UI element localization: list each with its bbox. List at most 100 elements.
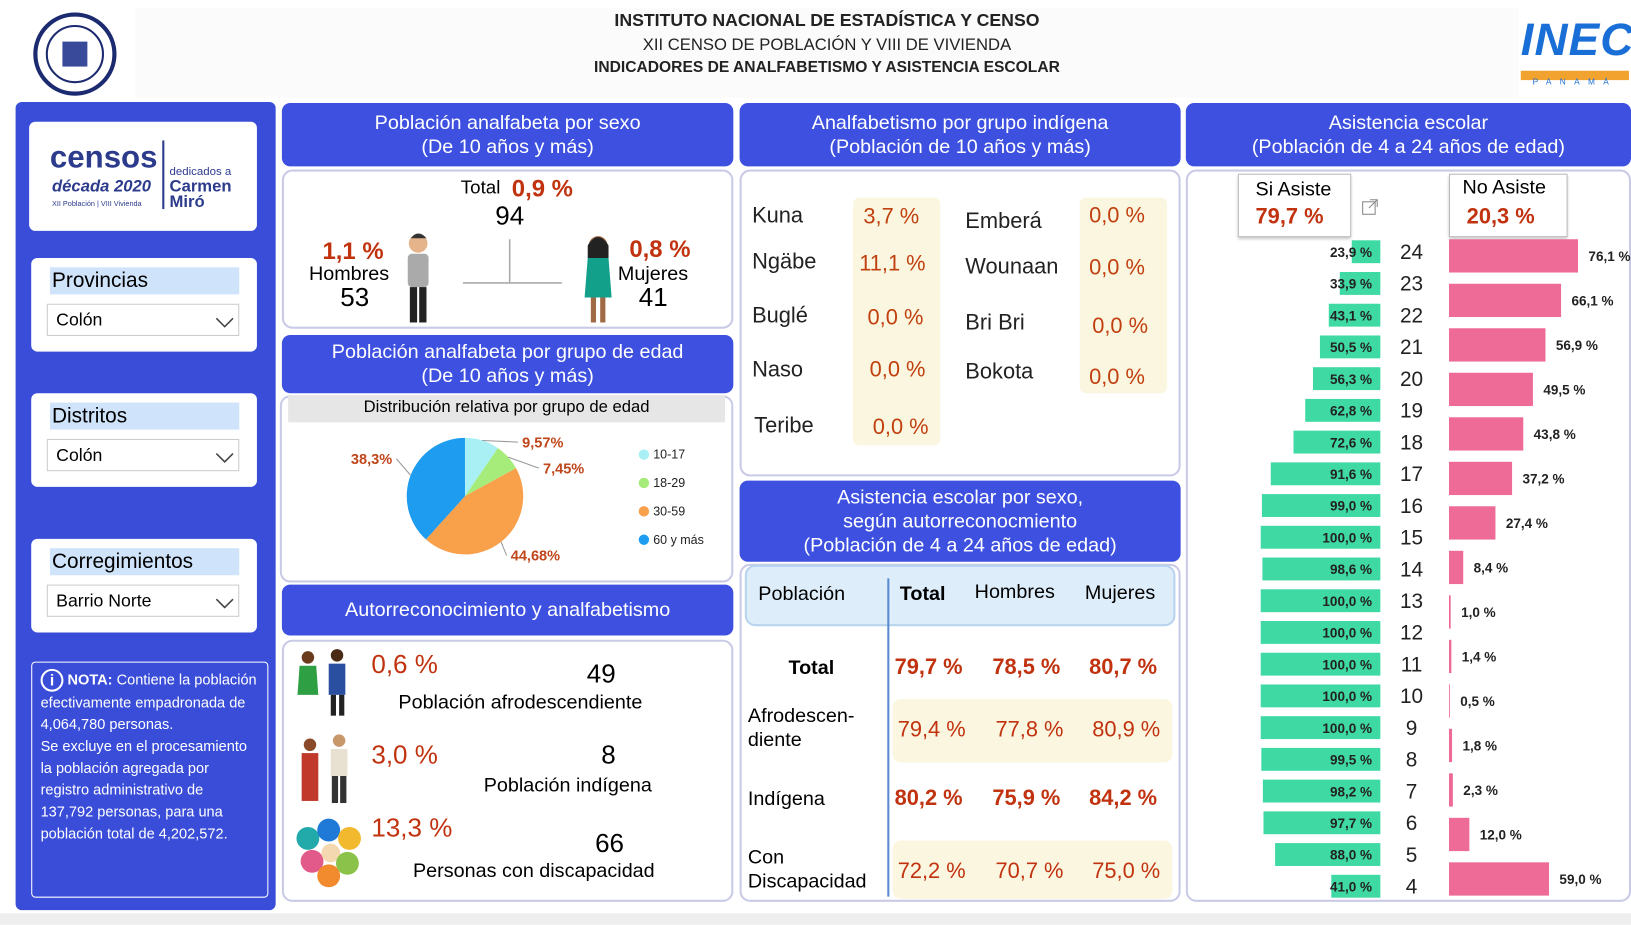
men-count: 53 xyxy=(340,282,370,313)
figures xyxy=(407,233,612,323)
filter-dropdown[interactable]: Barrio Norte xyxy=(46,584,240,617)
panel-header: Población analfabeta por sexo (De 10 años… xyxy=(281,102,734,167)
legend-value: 20,3 % xyxy=(1466,204,1535,229)
note-text: Se excluye en el procesamiento la poblac… xyxy=(40,737,247,842)
seal xyxy=(33,12,117,96)
row-label: Afrodescen- diente xyxy=(747,705,855,752)
inec-logo: INEC xyxy=(1520,14,1631,66)
group-value: 0,0 % xyxy=(1092,314,1149,339)
inec-bar xyxy=(1520,70,1629,81)
icons xyxy=(296,649,361,888)
total-pct: 0,9 % xyxy=(511,174,573,202)
header-bg xyxy=(135,8,1519,98)
cell-value: 80,2 % xyxy=(894,786,963,811)
title: (Población de 4 a 24 años de edad) xyxy=(803,534,1117,556)
women-pct: 0,8 % xyxy=(629,235,691,263)
table-header: Hombres xyxy=(974,581,1055,604)
row-bg xyxy=(892,840,1173,899)
cell-value: 75,0 % xyxy=(1092,859,1161,884)
header-subtitle: XII CENSO DE POBLACIÓN Y VIII DE VIVIEND… xyxy=(642,36,1012,55)
filter[interactable]: Corregimientos Barrio Norte xyxy=(31,538,257,633)
panel-body xyxy=(279,395,734,583)
group-name: Naso xyxy=(752,357,804,382)
divider xyxy=(162,140,165,210)
group-name: Buglé xyxy=(752,303,808,328)
panel-header: Asistencia escolar (Población de 4 a 24 a… xyxy=(1185,102,1631,167)
legend-label: No Asiste xyxy=(1462,176,1547,199)
pct: 13,3 % xyxy=(371,813,453,843)
filter-label: Corregimientos xyxy=(49,548,240,576)
row-label: Indígena xyxy=(747,788,825,811)
row-label: Total xyxy=(788,657,835,680)
title: (Población de 10 años y más) xyxy=(829,135,1091,158)
total-label: Total xyxy=(460,176,501,198)
group-name: Bri Bri xyxy=(965,311,1025,335)
man-icon xyxy=(407,233,429,323)
header-title: INSTITUTO NACIONAL DE ESTADÍSTICA Y CENS… xyxy=(614,10,1040,31)
chevron xyxy=(215,452,234,463)
panel-header: Población analfabeta por grupo de edad (D… xyxy=(281,334,734,394)
cell-value: 80,7 % xyxy=(1089,655,1158,680)
table-header: Total xyxy=(899,583,946,606)
group-name: Teribe xyxy=(754,413,814,438)
censos-decade: década 2020 xyxy=(52,177,152,196)
women-label: Mujeres xyxy=(617,263,689,286)
cell-value: 75,9 % xyxy=(992,786,1061,811)
title: Autorreconocimiento y analfabetismo xyxy=(345,599,671,621)
expand-icon[interactable] xyxy=(1361,198,1380,217)
censos-card: censos década 2020 XII Población | VIII … xyxy=(29,121,257,231)
filter-label: Provincias xyxy=(49,267,240,295)
group-name: Emberá xyxy=(965,209,1042,234)
group-value: 0,0 % xyxy=(1089,365,1145,390)
table-header: Población xyxy=(758,583,846,606)
panel-header: Autorreconocimiento y analfabetismo xyxy=(281,584,734,636)
legend-label: Si Asiste xyxy=(1255,178,1332,201)
panel-body xyxy=(1185,169,1631,902)
legend-card xyxy=(1448,173,1568,238)
cell-value: 70,7 % xyxy=(995,859,1064,884)
legend-value: 79,7 % xyxy=(1255,204,1324,229)
filter[interactable]: Distritos Colón xyxy=(31,393,257,487)
group-name: Wounaan xyxy=(965,254,1059,279)
filter[interactable]: Provincias Colón xyxy=(31,257,257,352)
censos-sub: XII Población | VIII Vivienda xyxy=(52,200,142,209)
group-name: Ngäbe xyxy=(752,249,817,274)
note: i NOTA: Contiene la población efectivame… xyxy=(31,661,269,898)
cell-value: 80,9 % xyxy=(1092,717,1161,742)
group-value: 3,7 % xyxy=(863,204,920,229)
men-pct: 1,1 % xyxy=(322,237,384,265)
group-name: Bokota xyxy=(965,359,1034,384)
chevron xyxy=(215,317,234,328)
filter-dropdown[interactable]: Colón xyxy=(46,438,240,472)
title: Población analfabeta por sexo xyxy=(374,111,641,134)
filter-dropdown[interactable]: Colón xyxy=(46,303,240,336)
row-bg xyxy=(892,699,1173,763)
table-header: Mujeres xyxy=(1084,582,1156,605)
filter-label: Distritos xyxy=(49,402,240,430)
row-label: Población indígena xyxy=(483,774,652,797)
title: Población analfabeta por grupo de edad xyxy=(331,341,684,364)
title: Asistencia escolar por sexo, xyxy=(837,486,1084,509)
group-value: 0,0 % xyxy=(872,415,929,439)
pct: 0,6 % xyxy=(371,650,438,680)
row-label: Población afrodescendiente xyxy=(398,691,643,714)
legend-card xyxy=(1237,173,1352,238)
header-subtitle: INDICADORES DE ANALFABETISMO Y ASISTENCI… xyxy=(594,58,1060,76)
group-name: Kuna xyxy=(752,203,804,228)
cell-value: 79,7 % xyxy=(894,655,963,680)
woman-icon xyxy=(584,236,612,323)
men-label: Hombres xyxy=(308,263,390,286)
censos-name: Carmen Miró xyxy=(169,177,232,212)
row-label: Personas con discapacidad xyxy=(412,860,655,883)
note-lead: NOTA: xyxy=(67,670,113,688)
group-value: 0,0 % xyxy=(869,357,926,382)
women-count: 41 xyxy=(638,282,668,313)
cell-value: 79,4 % xyxy=(897,717,966,742)
group-value: 0,0 % xyxy=(1089,255,1145,280)
sidebar xyxy=(15,101,276,911)
value-bg xyxy=(852,197,941,446)
censos-word: censos xyxy=(49,140,158,175)
title: Asistencia escolar xyxy=(1328,111,1489,134)
